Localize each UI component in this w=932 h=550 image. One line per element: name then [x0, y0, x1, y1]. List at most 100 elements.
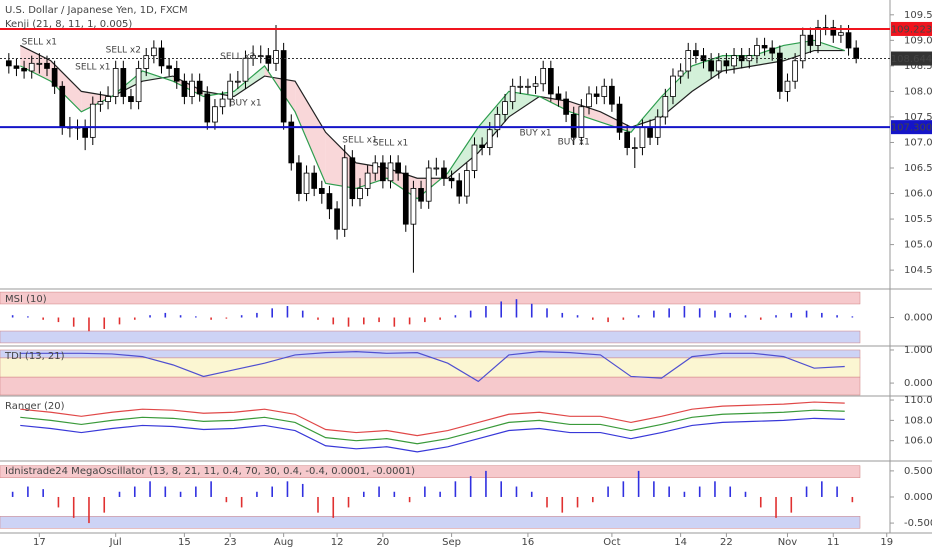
kenji-cloud	[447, 127, 479, 179]
candle-body	[288, 121, 295, 164]
candle-body	[13, 65, 20, 69]
candle-body	[234, 80, 241, 83]
indicator-line	[20, 351, 845, 383]
kenji-cloud	[661, 65, 693, 117]
candle-body	[433, 167, 440, 170]
indicator-title: Kenji (21, 8, 11, 1, 0.005)	[5, 19, 132, 30]
candle-body	[59, 85, 66, 128]
indicator-line	[20, 401, 845, 437]
x-tick-label: Aug	[274, 537, 294, 548]
x-tick-label: 16	[522, 537, 535, 548]
candle-body	[402, 172, 409, 225]
candle-body	[418, 188, 424, 202]
candle-body	[357, 188, 363, 200]
kenji-cloud	[569, 101, 601, 123]
indicator-band	[0, 376, 861, 396]
candle-body	[410, 188, 417, 225]
price-level-tag	[891, 120, 932, 135]
candle-body	[563, 98, 569, 115]
candle-body	[82, 126, 88, 138]
y-tick-label: 108.500	[904, 61, 932, 72]
candle-body	[601, 85, 608, 97]
signal-label: BUY x1	[519, 128, 551, 138]
kenji-cloud	[783, 40, 815, 61]
candle-body	[754, 45, 760, 57]
kenji-cloud	[295, 81, 326, 184]
candle-body	[570, 113, 577, 138]
price-level-tag	[891, 21, 932, 36]
kenji-cloud	[508, 91, 540, 117]
candle-body	[303, 172, 310, 194]
y-tick-label: 104.500	[904, 265, 932, 276]
candle-body	[586, 93, 592, 108]
price-level-label: 108.644	[891, 54, 932, 65]
signal-label: BUY x1	[229, 99, 261, 109]
y-tick-label: 106.000	[904, 436, 932, 447]
candle-body	[227, 80, 234, 100]
candle-body	[670, 75, 676, 97]
candle-body	[158, 47, 165, 67]
candle-body	[685, 50, 692, 72]
kenji-cloud	[50, 60, 82, 112]
x-tick-label: 15	[178, 537, 191, 548]
kenji-slow-line	[19, 44, 845, 179]
x-tick-label: 22	[720, 537, 733, 548]
candle-body	[28, 62, 35, 72]
candle-body	[792, 60, 798, 82]
candle-body	[517, 85, 524, 88]
candle-body	[128, 96, 134, 103]
indicator-band	[0, 516, 861, 529]
candle-body	[448, 177, 455, 182]
indicator-title: TDI (13, 21)	[4, 351, 65, 362]
indicator-line	[20, 409, 845, 445]
y-tick-label: 0.500	[904, 466, 932, 477]
candle-body	[364, 172, 371, 189]
candle-body	[807, 34, 814, 46]
y-tick-label: 107.500	[904, 112, 932, 123]
candle-body	[616, 103, 623, 133]
kenji-cloud	[234, 65, 265, 97]
kenji-cloud	[325, 132, 357, 189]
candle-body	[662, 96, 669, 118]
x-tick-label: Jul	[109, 537, 122, 548]
candle-body	[464, 170, 470, 197]
indicator-title: Ranger (20)	[5, 401, 65, 412]
signal-label: SELL x2	[220, 52, 255, 62]
candle-body	[372, 162, 379, 174]
candle-body	[593, 93, 600, 97]
indicator-band	[0, 357, 861, 378]
y-tick-label: 109.000	[904, 35, 932, 46]
candle-body	[21, 68, 27, 72]
y-tick-label: 0.000	[904, 313, 932, 324]
candle-body	[838, 32, 844, 36]
y-tick-label: 0.000	[904, 378, 932, 389]
candle-body	[380, 162, 386, 182]
candle-body	[784, 80, 791, 92]
indicator-band	[0, 465, 861, 478]
candle-body	[486, 129, 493, 148]
candle-body	[120, 68, 127, 97]
candle-body	[326, 193, 333, 210]
candle-body	[181, 80, 188, 97]
candle-body	[212, 106, 218, 123]
chart-title: U.S. Dollar / Japanese Yen, 1D, FXCM	[5, 5, 188, 16]
kenji-cloud	[478, 91, 509, 153]
x-tick-label: Nov	[778, 537, 798, 548]
signal-label: SELL x1	[22, 37, 57, 47]
y-tick-label: 106.000	[904, 189, 932, 200]
candle-body	[204, 93, 211, 123]
candle-body	[395, 162, 401, 174]
x-tick-label: 17	[33, 537, 46, 548]
signal-label: BUY x1	[558, 137, 590, 147]
kenji-cloud	[172, 76, 204, 97]
candle-body	[5, 60, 12, 67]
candle-body	[349, 157, 356, 200]
indicator-title: Idnistrade24 MegaOscillator (13, 8, 21, …	[5, 466, 415, 477]
candle-body	[189, 80, 195, 97]
candle-body	[631, 147, 638, 149]
indicator-band	[0, 330, 861, 344]
candle-body	[311, 172, 318, 189]
candle-body	[479, 144, 485, 148]
price-level-label: 107.300	[891, 123, 932, 134]
